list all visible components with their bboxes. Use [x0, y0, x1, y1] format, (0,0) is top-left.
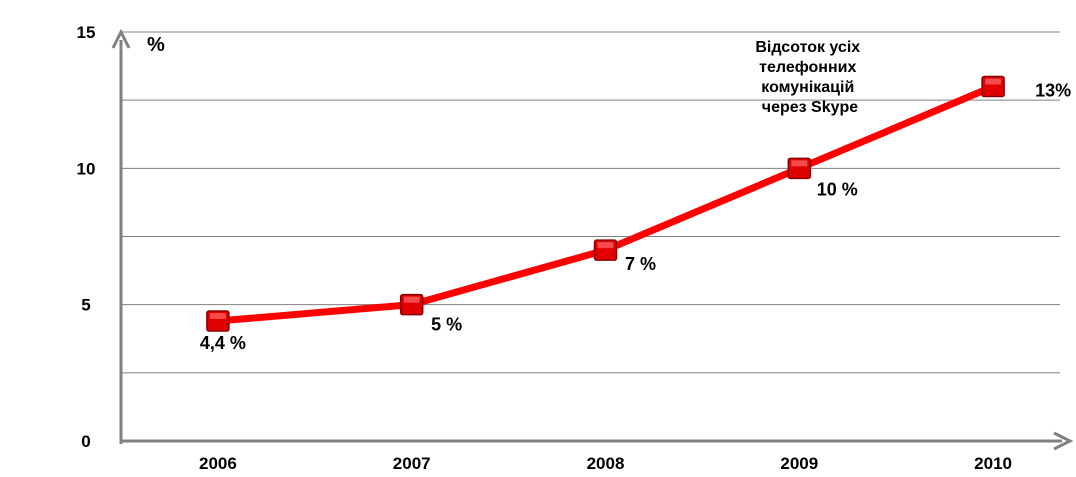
axes [111, 28, 1074, 451]
chart-title-line-3: комунікацій [761, 79, 854, 96]
data-point-highlight [985, 78, 1002, 85]
series-group [206, 75, 1005, 332]
data-point-highlight [403, 296, 420, 303]
x-tick-label: 2009 [780, 454, 818, 473]
data-point-highlight [791, 160, 808, 167]
y-tick-label: 5 [81, 296, 90, 315]
chart-title-line-4: через Skype [762, 99, 859, 116]
x-tick-labels: 2006 2007 2008 2009 2010 [199, 454, 1012, 473]
data-point-highlight [597, 242, 614, 249]
data-label: 7 % [625, 254, 656, 274]
chart-title-line-2: телефонних [759, 59, 856, 76]
series-line [214, 83, 997, 325]
x-tick-label: 2010 [974, 454, 1012, 473]
x-axis-arrow [1053, 431, 1074, 451]
y-axis-arrow [111, 28, 131, 49]
data-point-highlight [209, 313, 226, 320]
y-tick-labels: 0 5 10 15 [77, 23, 96, 451]
x-tick-label: 2006 [199, 454, 237, 473]
data-label: 13% [1035, 81, 1071, 101]
x-tick-label: 2008 [587, 454, 625, 473]
y-tick-label: 10 [77, 159, 96, 178]
y-tick-label: 15 [77, 23, 96, 42]
data-label: 4,4 % [200, 333, 246, 353]
data-label: 5 % [431, 315, 462, 335]
chart-title-line-1: Відсоток усіх [755, 39, 860, 56]
chart-title: Відсоток усіх телефонних комунікацій чер… [755, 39, 864, 116]
y-tick-label: 0 [81, 432, 90, 451]
data-label-group: 4,4 % 5 % 7 % 10 % 13% [200, 81, 1071, 353]
gridlines [121, 31, 1060, 374]
y-unit-label: % [147, 34, 165, 56]
data-label: 10 % [817, 179, 858, 199]
x-tick-label: 2007 [393, 454, 431, 473]
